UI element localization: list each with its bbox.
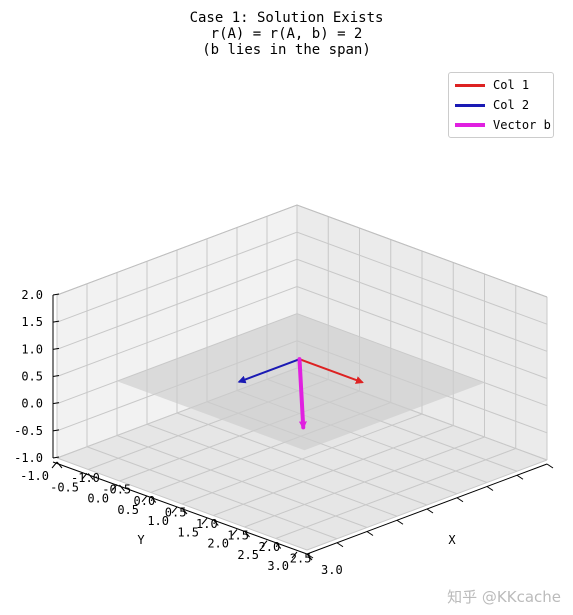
chart-title-line-3: (b lies in the span) <box>202 42 371 58</box>
grid-line-floor-y <box>116 435 368 528</box>
y-axis-line <box>52 461 308 555</box>
z-tick-label: -1.0 <box>14 451 43 465</box>
series-vector-col-2 <box>237 358 301 384</box>
z-tick <box>52 293 60 296</box>
legend-label-col2: Col 2 <box>493 98 530 112</box>
legend-swatch-col1 <box>455 83 485 87</box>
x-tick-mark <box>56 461 63 469</box>
x-tick-mark <box>150 496 157 503</box>
x-tick-mark <box>275 542 282 549</box>
x-tick-label: 2.0 <box>259 540 281 554</box>
legend-entry-vector-b: Vector b <box>455 117 551 133</box>
x-tick <box>456 497 464 503</box>
legend-entry-col1: Col 1 <box>455 77 529 93</box>
y-tick-label: 0.0 <box>87 492 109 506</box>
z-tick <box>52 402 60 405</box>
y-tick-mark <box>111 484 118 491</box>
z-tick-label: 0.5 <box>21 370 43 384</box>
z-tick-label: 0.0 <box>21 397 43 411</box>
y-tick-mark <box>141 495 148 503</box>
grid-line-floor-y <box>146 423 398 517</box>
pane-top-edge <box>56 204 548 298</box>
x-tick-label: -0.5 <box>102 483 131 497</box>
x-tick-label: 3.0 <box>321 563 343 577</box>
x-tick <box>336 542 344 548</box>
z-tick <box>52 456 60 459</box>
x-tick <box>426 508 434 514</box>
y-tick-label: -1.0 <box>20 469 49 483</box>
x-tick-label: 0.5 <box>165 506 187 520</box>
z-tick <box>52 429 60 432</box>
y-tick-mark <box>261 540 268 548</box>
x-axis-label: X <box>448 533 456 547</box>
y-tick-label: 1.0 <box>147 514 169 528</box>
y-tick-mark <box>51 461 58 469</box>
x-tick-mark <box>87 473 94 480</box>
y-tick-label: 3.0 <box>267 559 289 573</box>
y-tick-label: 2.5 <box>237 548 259 562</box>
x-tick-label: 0.0 <box>134 494 156 508</box>
z-tick <box>52 320 60 323</box>
y-tick-mark <box>231 529 238 536</box>
x-tick <box>516 474 524 480</box>
grid-line-floor-y <box>86 446 338 540</box>
y-tick-label: 0.5 <box>117 503 139 517</box>
x-tick-label: -1.0 <box>71 471 100 485</box>
z-tick <box>52 375 60 377</box>
x-tick-mark <box>119 484 125 492</box>
y-tick-label: 1.5 <box>177 525 199 539</box>
legend-label-col1: Col 1 <box>493 78 530 92</box>
z-tick-label: -0.5 <box>14 424 43 438</box>
grid-line-z <box>56 285 548 379</box>
grid-line-z <box>56 258 548 352</box>
y-tick-label: -0.5 <box>50 480 79 494</box>
y-tick-mark <box>291 551 298 559</box>
x-tick <box>486 486 494 491</box>
x-tick <box>366 531 374 536</box>
x-tick-label: 1.5 <box>227 529 249 543</box>
y-tick-label: 2.0 <box>207 537 229 551</box>
legend-swatch-vector-b <box>455 123 485 127</box>
x-tick-mark <box>306 553 313 561</box>
x-tick-label: 1.0 <box>196 517 218 531</box>
grid-line-floor-y <box>176 412 428 506</box>
x-tick-label: 2.5 <box>290 552 312 566</box>
grid-line-floor-y <box>56 457 308 551</box>
x-tick-mark <box>244 530 250 538</box>
grid-line-z <box>56 231 548 325</box>
y-axis-label: Y <box>137 533 145 547</box>
x-tick <box>396 519 404 525</box>
chart-title-line-1: Case 1: Solution Exists <box>189 10 384 26</box>
x-tick-mark <box>181 507 188 515</box>
chart-legend: Col 1 Col 2 Vector b <box>448 72 554 138</box>
y-tick-mark <box>81 472 88 480</box>
series-vector-col-1 <box>298 358 364 384</box>
x-tick-mark <box>212 519 219 526</box>
z-tick <box>52 347 60 350</box>
z-tick-label: 1.0 <box>21 342 43 356</box>
legend-label-vector-b: Vector b <box>493 118 551 132</box>
chart-title-line-2: r(A) = r(A, b) = 2 <box>210 26 363 42</box>
z-tick-label: 1.5 <box>21 315 43 329</box>
z-tick-label: 2.0 <box>21 288 43 302</box>
watermark: 知乎 @KKcache <box>447 588 561 606</box>
y-tick-mark <box>171 506 178 514</box>
x-tick <box>546 463 554 469</box>
y-tick-mark <box>201 517 208 525</box>
legend-swatch-col2 <box>455 103 485 107</box>
legend-entry-col2: Col 2 <box>455 97 529 113</box>
series-vector-vector-b <box>297 357 307 430</box>
